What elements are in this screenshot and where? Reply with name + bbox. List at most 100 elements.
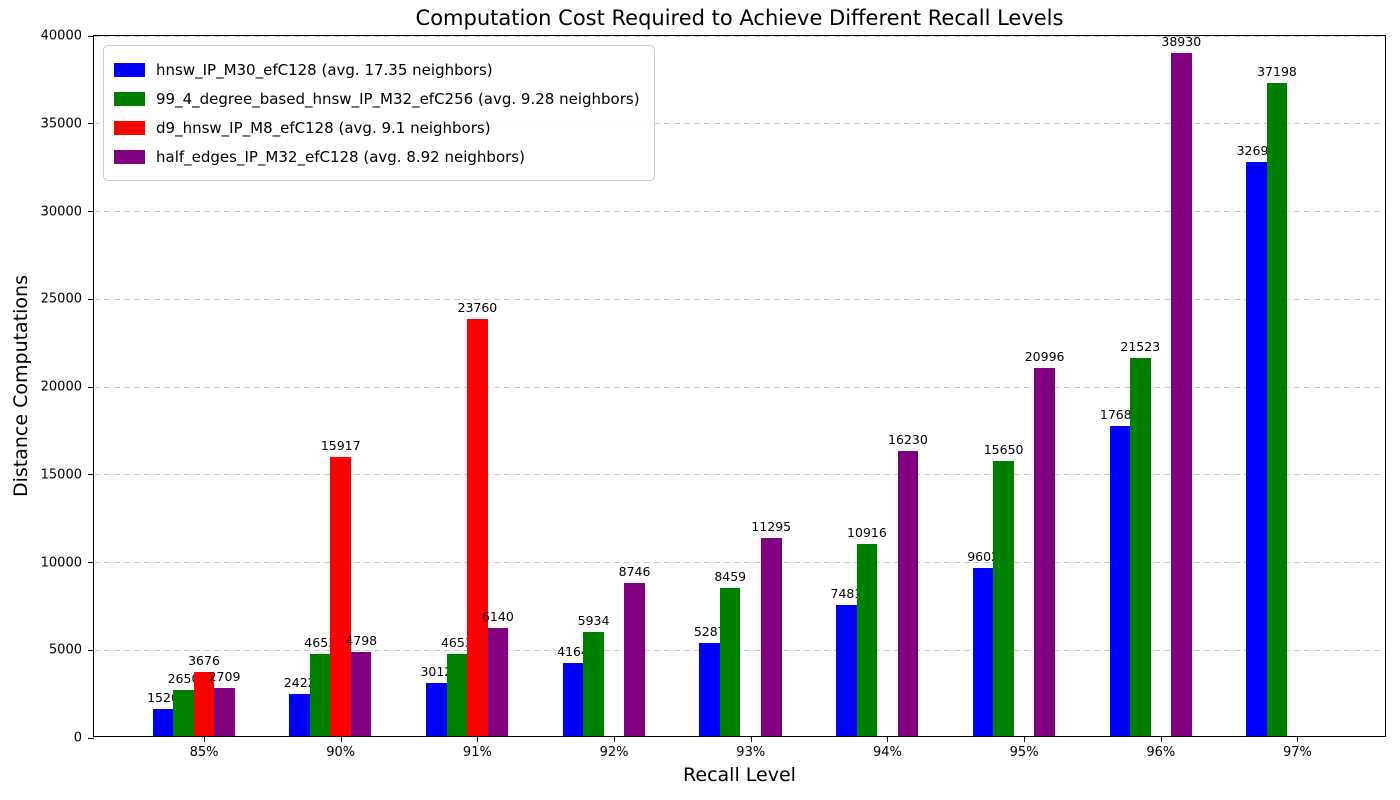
bar: [897, 451, 919, 736]
bar: [350, 651, 372, 736]
x-tick-label: 94%: [872, 745, 902, 760]
bar-value-label: 4653: [304, 635, 337, 651]
bar-value-label: 9602: [967, 548, 999, 564]
bar: [309, 654, 331, 736]
bar: [152, 709, 174, 736]
bar-value-label: 2650: [167, 670, 200, 686]
x-axis-label: Recall Level: [683, 764, 796, 786]
legend-swatch-icon: [114, 120, 145, 135]
y-tick-label: 5000: [48, 642, 82, 658]
y-tick-label: 20000: [40, 379, 82, 395]
bar-value-label: 20996: [1024, 348, 1065, 364]
x-tick-label: 91%: [462, 745, 492, 760]
x-tick-mark: [340, 736, 342, 742]
gridline: [94, 123, 1385, 125]
y-tick-mark: [88, 123, 94, 125]
legend-label: half_edges_IP_M32_efC128 (avg. 8.92 neig…: [156, 147, 525, 166]
x-tick-label: 92%: [599, 745, 629, 760]
bar-value-label: 3012: [420, 664, 453, 680]
bar: [856, 544, 878, 736]
bar: [993, 461, 1014, 736]
bar-value-label: 15650: [983, 442, 1024, 458]
y-tick-label: 15000: [40, 467, 82, 483]
x-tick-label: 85%: [189, 745, 219, 760]
bar: [173, 689, 194, 736]
bar-value-label: 1520: [147, 690, 179, 706]
bar: [467, 319, 488, 736]
y-tick-mark: [88, 474, 94, 476]
bar: [1246, 162, 1267, 736]
y-tick-mark: [88, 649, 94, 651]
bar-value-label: 4798: [345, 632, 378, 648]
bar-value-label: 5287: [693, 624, 726, 640]
legend-label: hnsw_IP_M30_efC128 (avg. 17.35 neighbors…: [156, 60, 493, 79]
y-tick-label: 30000: [40, 204, 82, 219]
bar-value-label: 2422: [283, 674, 316, 690]
x-tick-mark: [1024, 736, 1026, 742]
bar: [1266, 83, 1288, 736]
bar: [487, 628, 509, 736]
x-tick-mark: [1297, 736, 1299, 742]
bar-value-label: 8746: [618, 563, 651, 579]
bar-value-label: 4653: [440, 635, 473, 651]
gridline: [94, 35, 1385, 37]
legend-swatch-icon: [114, 149, 145, 164]
bar-value-label: 16230: [888, 432, 928, 448]
gridline: [94, 562, 1385, 563]
bar: [583, 631, 604, 736]
plot-area: hnsw_IP_M30_efC128 (avg. 17.35 neighbors…: [41, 29, 1386, 760]
x-tick-label: 96%: [1146, 745, 1176, 760]
gridline: [94, 474, 1385, 476]
bar: [1171, 52, 1192, 736]
bar: [214, 688, 235, 736]
bar: [1130, 358, 1151, 736]
legend: hnsw_IP_M30_efC128 (avg. 17.35 neighbors…: [103, 45, 655, 181]
bar-value-label: 2709: [208, 669, 241, 685]
legend-swatch-icon: [114, 91, 145, 106]
bar: [426, 683, 447, 736]
x-tick-mark: [614, 736, 616, 742]
x-tick-mark: [477, 736, 479, 742]
y-tick-label: 25000: [40, 291, 82, 307]
bar-value-label: 4164: [557, 643, 589, 659]
y-tick-label: 0: [73, 730, 82, 746]
x-tick-label: 93%: [736, 745, 766, 760]
y-tick-label: 35000: [40, 116, 82, 132]
legend-item: 99_4_degree_based_hnsw_IP_M32_efC256 (av…: [114, 84, 640, 113]
bar: [193, 671, 215, 736]
bar: [1109, 425, 1131, 736]
y-tick-label: 10000: [40, 555, 82, 570]
y-tick-mark: [88, 211, 94, 212]
legend-item: half_edges_IP_M32_efC128 (avg. 8.92 neig…: [114, 142, 640, 171]
bar-value-label: 5934: [577, 612, 610, 628]
bar-value-label: 3676: [188, 652, 220, 668]
y-tick-mark: [88, 562, 94, 563]
bar: [562, 662, 584, 736]
x-tick-label: 90%: [326, 745, 356, 760]
bar: [330, 456, 351, 736]
bar-value-label: 17689: [1099, 406, 1140, 422]
x-tick-label: 95%: [1009, 745, 1039, 760]
bar: [719, 587, 741, 736]
y-tick-mark: [88, 737, 94, 739]
bar-value-label: 15917: [320, 437, 361, 453]
bar-value-label: 23760: [457, 300, 498, 316]
bar: [289, 693, 310, 736]
x-tick-mark: [750, 736, 752, 742]
bar-value-label: 7481: [830, 585, 863, 601]
legend-item: hnsw_IP_M30_efC128 (avg. 17.35 neighbors…: [114, 55, 640, 84]
bar-value-label: 32692: [1236, 143, 1277, 159]
x-tick-mark: [1160, 736, 1162, 742]
gridline: [94, 211, 1385, 212]
y-tick-mark: [88, 35, 94, 37]
bar-value-label: 37198: [1257, 64, 1297, 80]
legend-swatch-icon: [114, 62, 145, 77]
bar: [761, 537, 782, 736]
y-tick-mark: [88, 298, 94, 300]
bar-value-label: 8459: [714, 568, 747, 584]
bar: [836, 604, 857, 736]
bar: [1034, 367, 1055, 736]
x-tick-mark: [887, 736, 889, 742]
bar-value-label: 21523: [1120, 339, 1161, 355]
